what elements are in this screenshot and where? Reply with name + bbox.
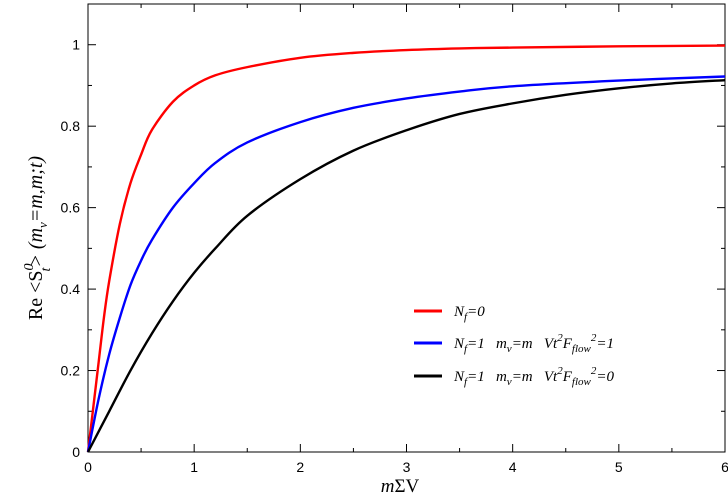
l1-p5: 2 (557, 332, 563, 344)
plot-frame (87, 3, 726, 453)
y-axis-title-sub: t (39, 266, 54, 271)
axis-tick-labels: 0 1 2 3 4 5 6 0 0.2 0.4 0.6 0.8 1 (61, 37, 728, 475)
l1-p6: F (562, 336, 573, 352)
legend-label-nf1-flow0: Nf=1 mv=m Vt2Fflow2=0 (453, 365, 614, 388)
x-axis-title-rest: ΣV (394, 476, 419, 497)
y-axis-title: Re <S0 t> (mv=m,m;t) (22, 156, 54, 321)
legend-nf0-f: f (464, 311, 469, 323)
l1-p4: =m Vt (512, 336, 558, 352)
y-tick-label: 0.6 (61, 200, 81, 216)
l1-p9: =1 (596, 336, 614, 352)
l2-p5: 2 (557, 365, 563, 377)
x-tick-label: 1 (190, 459, 198, 475)
legend-label-nf0: Nf=0 (453, 304, 485, 323)
l1-p3: v (507, 343, 512, 355)
y-tick-label: 0.4 (61, 281, 81, 297)
x-tick-label: 4 (509, 459, 517, 475)
series-line-2 (86, 78, 726, 453)
x-tick-label: 5 (615, 459, 623, 475)
series-line-0 (86, 44, 726, 453)
l2-p2: =1 m (467, 369, 507, 385)
y-tick-label: 1 (72, 37, 80, 53)
l2-p6: F (562, 369, 573, 385)
l1-p2: =1 m (467, 336, 507, 352)
l1-p0: N (453, 336, 465, 352)
l2-p8: 2 (591, 365, 597, 377)
axis-ticks (87, 3, 726, 453)
y-axis-title-part-3: =m,m;t) (25, 156, 47, 223)
y-axis-title-group: Re <S0 t> (mv=m,m;t) (22, 156, 54, 321)
series-line-1 (86, 75, 726, 453)
l2-p1: f (464, 376, 469, 388)
l2-p4: =m Vt (512, 369, 558, 385)
x-axis-title-var: m (381, 476, 395, 497)
y-axis-title-part-2: > (m (25, 228, 47, 268)
y-axis-title-part-1: Re <S (25, 270, 47, 320)
x-axis-title: mΣV (381, 476, 420, 497)
x-tick-label: 3 (403, 459, 411, 475)
l2-p7: flow (572, 376, 592, 388)
y-axis-title-sub-v: v (35, 222, 50, 228)
legend: Nf=0 Nf=1 mv=m Vt2Fflow2=1 Nf=1 mv=m Vt2… (414, 304, 614, 388)
series-lines (86, 44, 726, 453)
legend-nf0-n: N (453, 304, 465, 320)
y-tick-label: 0.8 (61, 118, 81, 134)
l1-p8: 2 (591, 332, 597, 344)
x-tick-label: 0 (84, 459, 92, 475)
x-tick-label: 6 (721, 459, 728, 475)
y-tick-label: 0 (72, 444, 80, 460)
l2-p0: N (453, 369, 465, 385)
l1-p1: f (464, 343, 469, 355)
y-axis-title-sup: 0 (22, 263, 37, 270)
l1-p7: flow (572, 343, 592, 355)
legend-nf0-rest: =0 (467, 304, 485, 320)
l2-p9: =0 (596, 369, 614, 385)
x-tick-label: 2 (296, 459, 304, 475)
legend-label-nf1-flow1: Nf=1 mv=m Vt2Fflow2=1 (453, 332, 614, 355)
l2-p3: v (507, 376, 512, 388)
y-tick-label: 0.2 (61, 363, 81, 379)
